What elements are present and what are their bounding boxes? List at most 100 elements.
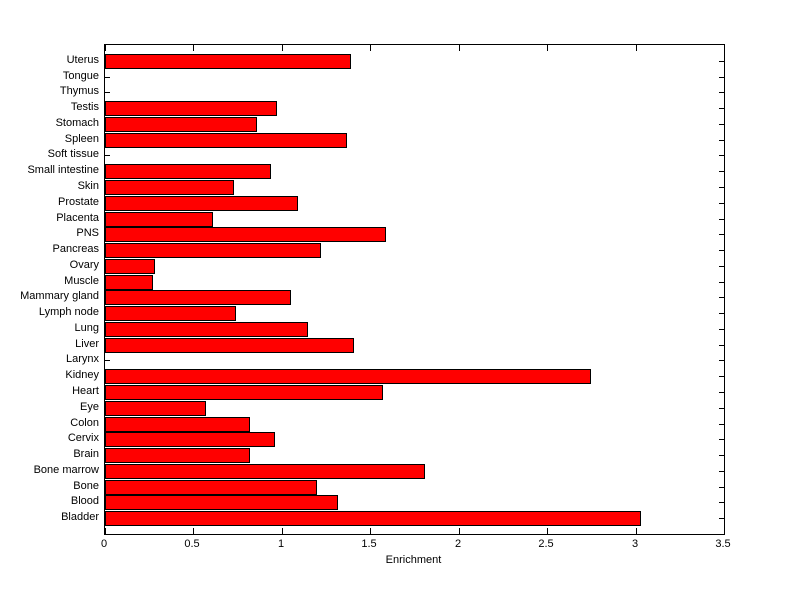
y-tick-right xyxy=(719,424,724,425)
y-category-label: Colon xyxy=(70,417,99,429)
y-category-label: Larynx xyxy=(65,353,99,365)
x-tick-label: 1 xyxy=(277,538,285,550)
y-tick-right xyxy=(719,92,724,93)
y-category-label: Testis xyxy=(70,101,99,113)
y-tick-right xyxy=(719,471,724,472)
y-tick-right xyxy=(719,187,724,188)
y-tick-right xyxy=(719,219,724,220)
bar-cervix xyxy=(105,432,275,447)
y-category-label: Lymph node xyxy=(38,306,99,318)
x-tick-label: 1.5 xyxy=(361,538,377,550)
x-tick-bottom xyxy=(282,528,283,534)
y-tick-left xyxy=(105,92,110,93)
y-category-label: Blood xyxy=(70,495,99,507)
x-tick-bottom xyxy=(724,528,725,534)
y-category-label: Bone marrow xyxy=(33,464,99,476)
y-category-label: Thymus xyxy=(59,85,99,97)
y-tick-right xyxy=(719,77,724,78)
y-category-label: Soft tissue xyxy=(47,148,99,160)
y-category-label: Cervix xyxy=(67,432,99,444)
y-tick-right xyxy=(719,376,724,377)
bar-pns xyxy=(105,227,386,242)
y-tick-left xyxy=(105,155,110,156)
bar-muscle xyxy=(105,275,153,290)
y-tick-right xyxy=(719,266,724,267)
y-tick-right xyxy=(719,250,724,251)
y-category-label: Bone xyxy=(73,480,99,492)
x-tick-label: 0.5 xyxy=(184,538,200,550)
bar-prostate xyxy=(105,196,298,211)
bar-liver xyxy=(105,338,354,353)
y-category-label: Liver xyxy=(75,338,99,350)
y-tick-right xyxy=(719,487,724,488)
x-axis-title: Enrichment xyxy=(385,554,442,566)
y-tick-right xyxy=(719,140,724,141)
x-tick-bottom xyxy=(636,528,637,534)
bar-bone xyxy=(105,480,317,495)
bar-blood xyxy=(105,495,338,510)
bar-testis xyxy=(105,101,277,116)
y-category-label: Prostate xyxy=(58,196,99,208)
bar-placenta xyxy=(105,212,213,227)
y-tick-right xyxy=(719,392,724,393)
bar-bladder xyxy=(105,511,641,526)
y-tick-right xyxy=(719,234,724,235)
y-tick-right xyxy=(719,345,724,346)
bar-pancreas xyxy=(105,243,321,258)
y-category-label: Muscle xyxy=(64,275,99,287)
y-category-label: Bladder xyxy=(61,511,99,523)
y-tick-right xyxy=(719,61,724,62)
bar-ovary xyxy=(105,259,155,274)
plot-area xyxy=(104,44,725,535)
y-tick-right xyxy=(719,455,724,456)
bar-kidney xyxy=(105,369,591,384)
y-category-label: Pancreas xyxy=(52,243,99,255)
x-tick-label: 0 xyxy=(100,538,108,550)
bar-bone-marrow xyxy=(105,464,425,479)
y-tick-right xyxy=(719,408,724,409)
y-tick-right xyxy=(719,329,724,330)
y-category-label: Uterus xyxy=(66,54,99,66)
x-tick-label: 3.5 xyxy=(715,538,731,550)
bar-mammary-gland xyxy=(105,290,291,305)
y-category-label: Spleen xyxy=(64,133,99,145)
bar-skin xyxy=(105,180,234,195)
y-tick-right xyxy=(719,155,724,156)
y-tick-right xyxy=(719,282,724,283)
x-tick-top xyxy=(547,45,548,51)
y-category-label: Heart xyxy=(72,385,99,397)
y-category-label: Stomach xyxy=(55,117,99,129)
y-tick-right xyxy=(719,203,724,204)
y-tick-right xyxy=(719,439,724,440)
x-tick-bottom xyxy=(547,528,548,534)
y-category-label: Eye xyxy=(80,401,99,413)
y-category-label: Placenta xyxy=(56,212,99,224)
y-category-label: Small intestine xyxy=(27,164,99,176)
x-tick-bottom xyxy=(370,528,371,534)
x-tick-label: 2 xyxy=(454,538,462,550)
x-tick-top xyxy=(282,45,283,51)
y-category-label: Kidney xyxy=(65,369,99,381)
y-tick-right xyxy=(719,108,724,109)
x-tick-top xyxy=(370,45,371,51)
bar-heart xyxy=(105,385,383,400)
bar-lung xyxy=(105,322,308,337)
y-category-label: Mammary gland xyxy=(20,290,99,302)
y-tick-right xyxy=(719,518,724,519)
bar-colon xyxy=(105,417,250,432)
y-tick-right xyxy=(719,360,724,361)
y-tick-right xyxy=(719,124,724,125)
y-category-label: Brain xyxy=(73,448,99,460)
y-tick-left xyxy=(105,360,110,361)
x-tick-top xyxy=(105,45,106,51)
x-tick-label: 3 xyxy=(631,538,639,550)
y-category-label: Skin xyxy=(77,180,99,192)
x-tick-top xyxy=(724,45,725,51)
x-tick-bottom xyxy=(459,528,460,534)
bar-brain xyxy=(105,448,250,463)
x-tick-bottom xyxy=(193,528,194,534)
y-tick-right xyxy=(719,297,724,298)
x-tick-top xyxy=(459,45,460,51)
x-tick-label: 2.5 xyxy=(538,538,554,550)
